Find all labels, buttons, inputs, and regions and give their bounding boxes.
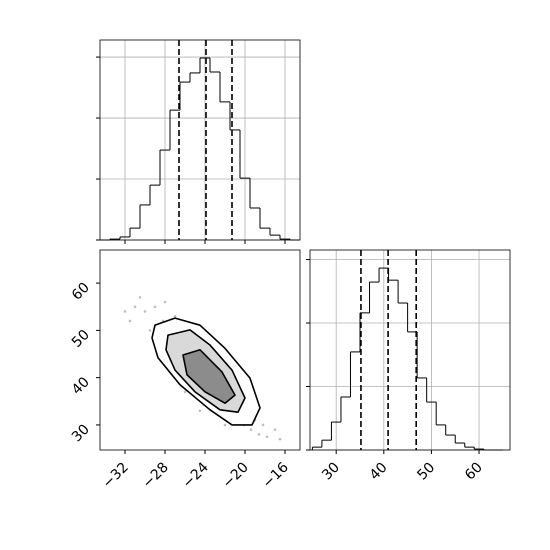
x-tick-label: 30	[319, 460, 343, 484]
sample-point	[273, 428, 277, 431]
sample-point	[153, 305, 157, 309]
x-tick-label: 50	[414, 460, 438, 484]
sample-point	[173, 314, 177, 318]
y-tick-label: 50	[69, 327, 93, 351]
sample-point	[249, 428, 253, 431]
sample-point	[123, 310, 127, 313]
y-tick-label: 60	[69, 280, 93, 304]
sample-point	[261, 423, 265, 427]
sample-point	[223, 423, 227, 427]
sample-point	[148, 329, 152, 332]
sample-point	[198, 409, 202, 413]
x-tick-label: −28	[140, 460, 172, 492]
x-tick-label: 40	[367, 460, 391, 484]
x-tick-label: −24	[180, 459, 212, 491]
x-tick-label: −20	[220, 460, 252, 492]
panel-frame	[309, 249, 511, 451]
sample-point	[133, 305, 137, 309]
sample-point	[265, 435, 269, 439]
sample-point	[128, 319, 132, 323]
sample-point	[278, 437, 282, 441]
contour	[182, 348, 236, 404]
panel-frame	[99, 249, 301, 451]
x-tick-label: 60	[462, 460, 486, 484]
sample-point	[138, 295, 142, 299]
sample-point	[183, 390, 187, 394]
y-tick-label: 40	[69, 374, 93, 398]
sample-point	[163, 300, 167, 304]
y-tick-label: 30	[69, 421, 93, 445]
panel-frame	[99, 39, 301, 241]
sample-point	[257, 433, 261, 436]
x-tick-label: −16	[260, 459, 292, 491]
sample-point	[143, 310, 147, 313]
x-tick-label: −32	[100, 460, 132, 492]
